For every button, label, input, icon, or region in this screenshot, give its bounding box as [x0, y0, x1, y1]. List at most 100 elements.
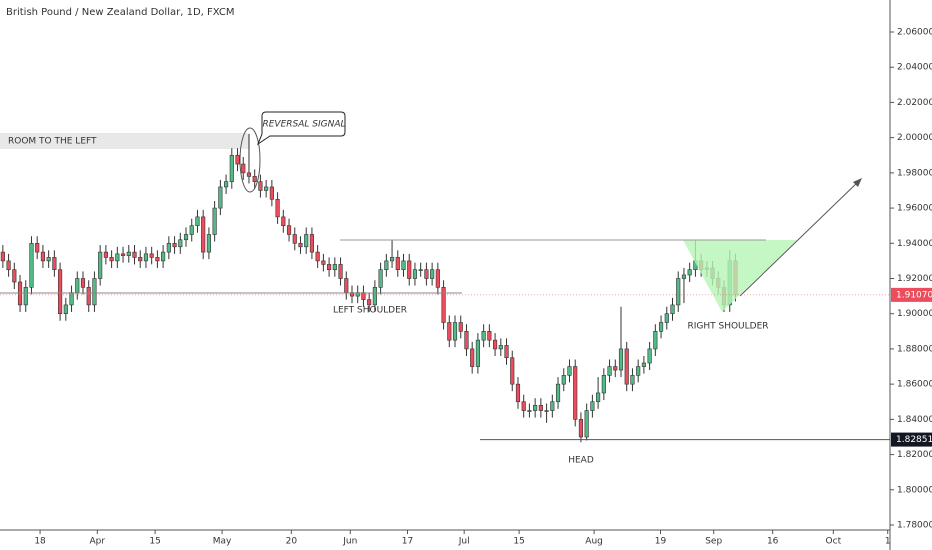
candle-body: [206, 234, 211, 253]
candle-body: [149, 253, 154, 258]
candle-body: [401, 260, 406, 270]
candle-body: [653, 331, 658, 350]
candle-body: [246, 172, 252, 177]
candle-body: [544, 410, 549, 412]
candle-body: [487, 331, 492, 341]
head-price-label: 1.82851: [896, 435, 932, 445]
candle-body: [447, 322, 452, 341]
candle-body: [441, 287, 446, 323]
candle-body: [46, 257, 51, 262]
candle-body: [452, 322, 458, 341]
candle-body: [86, 287, 91, 306]
candle-body: [258, 181, 263, 191]
candle-body: [681, 274, 687, 279]
y-tick-label: 1.96000: [897, 204, 932, 214]
candle-body: [567, 366, 572, 376]
candle-body: [69, 292, 74, 306]
x-tick-label: Oct: [826, 537, 842, 547]
head-label: HEAD: [568, 456, 594, 466]
head-price-tag: [891, 432, 932, 447]
candle-body: [195, 216, 200, 226]
last-price-label: 1.91070: [896, 290, 932, 300]
candle-body: [281, 216, 286, 226]
x-tick-label: 16: [767, 537, 779, 547]
x-tick-label: May: [213, 537, 232, 547]
triangle: [683, 240, 797, 312]
candle-body: [298, 242, 303, 248]
reversal-label: REVERSAL SIGNAL: [262, 120, 345, 130]
candle-body: [241, 163, 246, 174]
candle-body: [361, 292, 366, 300]
candle-body: [590, 401, 595, 411]
candle-body: [458, 322, 463, 332]
x-tick-label: Sep: [705, 537, 722, 547]
y-tick-label: 1.88000: [897, 344, 932, 354]
candle-body: [103, 251, 108, 258]
y-tick-label: 1.86000: [897, 380, 932, 390]
candle-body: [80, 278, 86, 288]
candle-body: [521, 401, 526, 411]
candle-body: [481, 331, 486, 341]
candle-body: [0, 251, 5, 262]
candle-body: [212, 207, 217, 235]
candle-body: [578, 419, 584, 438]
candle-body: [676, 278, 681, 306]
candle-body: [155, 257, 160, 262]
candle-body: [647, 348, 652, 364]
candle-body: [498, 345, 503, 350]
candle-body: [183, 234, 189, 241]
y-tick-label: 2.00000: [897, 133, 932, 143]
candle-body: [372, 287, 377, 306]
x-tick-label: Jun: [342, 537, 357, 547]
candle-body: [641, 362, 646, 367]
candle-body: [292, 234, 297, 244]
candle-body: [189, 225, 194, 235]
candle-body: [430, 269, 435, 279]
candle-body: [470, 348, 475, 367]
candle-body: [533, 404, 538, 411]
x-tick-label: Aug: [585, 537, 603, 547]
y-tick-label: 1.92000: [897, 274, 932, 284]
candle-body: [504, 345, 509, 359]
candle-body: [315, 251, 320, 262]
candle-body: [670, 304, 675, 315]
right-shoulder-label: RIGHT SHOULDER: [687, 322, 768, 332]
x-tick-label: Jul: [458, 537, 470, 547]
candle-body: [264, 186, 269, 191]
candle-body: [389, 257, 395, 262]
candle-body: [630, 375, 635, 385]
x-tick-label: 1: [885, 537, 891, 547]
candle-body: [418, 269, 423, 271]
last-price-tag: [891, 287, 932, 302]
chart-title: British Pound / New Zealand Dollar, 1D, …: [6, 7, 235, 18]
candle-body: [424, 269, 429, 279]
candle-body: [224, 181, 229, 188]
candle-body: [378, 269, 383, 288]
candle-body: [92, 278, 97, 306]
candle-body: [252, 176, 257, 182]
y-tick-label: 2.04000: [897, 63, 932, 73]
candle-body: [126, 251, 131, 256]
candle-body: [395, 257, 400, 270]
candle-body: [235, 154, 240, 165]
x-tick-label: Apr: [90, 537, 106, 547]
x-tick-label: 15: [149, 537, 160, 547]
candle-body: [172, 242, 177, 248]
candle-body: [412, 269, 418, 279]
x-tick-label: 19: [655, 537, 667, 547]
candle-body: [596, 392, 601, 403]
candle-body: [510, 357, 515, 385]
candle-body: [109, 257, 114, 262]
candle-body: [327, 264, 332, 270]
candle-body: [561, 375, 566, 385]
x-tick-label: 15: [513, 537, 524, 547]
candle-body: [624, 348, 629, 385]
candle-body: [407, 260, 412, 279]
candle-body: [201, 216, 206, 253]
callout: [256, 111, 346, 146]
candle-body: [52, 257, 57, 270]
candle-body: [618, 348, 624, 371]
y-tick-label: 2.06000: [897, 28, 932, 38]
candle-body: [304, 234, 309, 248]
